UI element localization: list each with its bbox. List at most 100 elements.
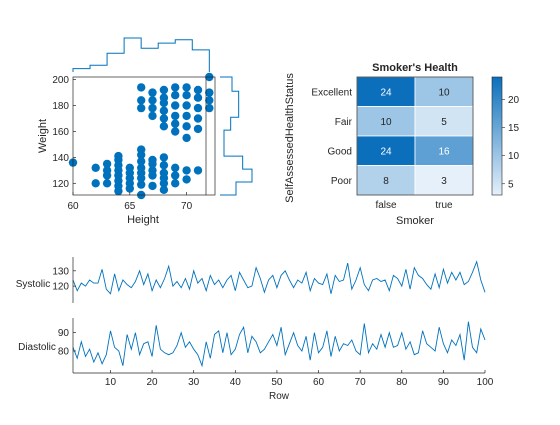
scatter-point [171, 83, 180, 92]
scatter-point [171, 171, 180, 180]
scatter-points [68, 72, 214, 200]
stacked-x-tick-label: 100 [477, 377, 494, 388]
heatmap-row-label: Good [328, 146, 352, 157]
heatmap-xlabel: Smoker [396, 215, 434, 227]
scatter-point [159, 85, 169, 95]
scatter-axes-box [72, 76, 216, 196]
stacked-y-tick-label: 120 [52, 282, 69, 293]
stacked-x-tick-label: 20 [147, 377, 159, 388]
diastolic-label: Diastolic [18, 342, 56, 353]
scatter-point [159, 185, 169, 194]
scatter-point [148, 181, 157, 191]
scatter-y-tick-label: 200 [52, 75, 69, 86]
scatter-point [148, 166, 157, 175]
systolic-label: Systolic [16, 279, 50, 290]
scatter-point [182, 83, 191, 92]
scatter-x-tick-label: 60 [67, 201, 79, 212]
scatter-x-tick-label: 65 [124, 201, 136, 212]
heatmap-row-label: Poor [331, 176, 353, 187]
scatter-point [91, 179, 100, 188]
scatter-point [148, 88, 157, 97]
stacked-x-tick-label: 60 [313, 377, 325, 388]
heatmap-cell-value: 16 [438, 146, 450, 157]
scatter-point [182, 111, 191, 121]
scatter-point [171, 91, 180, 100]
scatter-point [182, 133, 191, 143]
scatter-point [193, 166, 203, 175]
scatter-point [102, 166, 112, 175]
heatmap-cell [414, 135, 474, 166]
scatter-x-tick-label: 70 [181, 201, 193, 212]
stacked-x-ticks: 10 20 30 40 50 60 70 80 90 100 [105, 370, 494, 388]
scatter-point [171, 127, 180, 136]
scatter-point [205, 103, 214, 113]
heatmap-col-label: true [435, 200, 453, 211]
stacked-y-tick-label: 80 [58, 347, 70, 358]
scatter-histogram-chart: 60 65 70 120 140 160 180 200 Height Weight [37, 37, 253, 226]
heatmap-col-label: false [375, 200, 397, 211]
scatter-point [137, 96, 146, 105]
scatter-point [193, 103, 203, 113]
scatter-point [171, 179, 180, 188]
scatter-x-ticks: 60 65 70 [67, 192, 193, 212]
stacked-x-tick-label: 50 [271, 377, 283, 388]
scatter-point [148, 103, 157, 113]
scatter-ylabel: Weight [37, 119, 49, 153]
stacked-y-tick-label: 130 [52, 266, 69, 277]
scatter-point [148, 96, 157, 105]
heatmap-title: Smoker's Health [372, 62, 458, 74]
heatmap-cell-value: 10 [438, 87, 450, 98]
heatmap-colorbar [491, 76, 503, 196]
scatter-point [159, 93, 169, 102]
scatter-point [159, 168, 169, 178]
stacked-x-tick-label: 10 [105, 377, 117, 388]
scatter-point [182, 122, 191, 131]
scatter-point [137, 180, 146, 189]
scatter-y-ticks: 120 140 160 180 200 [52, 75, 76, 190]
scatter-point [102, 179, 112, 188]
scatter-point [137, 145, 146, 154]
scatter-y-tick-label: 120 [52, 179, 69, 190]
scatter-point [137, 163, 146, 172]
heatmap-row-label: Excellent [311, 87, 352, 98]
scatter-y-tick-label: 180 [52, 101, 69, 112]
heatmap-border [356, 76, 474, 196]
scatter-point [148, 155, 157, 165]
stacked-x-tick-label: 90 [438, 377, 450, 388]
scatter-y-tick-label: 140 [52, 153, 69, 164]
scatter-point [159, 153, 169, 162]
scatter-point [205, 96, 214, 105]
colorbar-tick-label: 15 [508, 123, 520, 134]
scatter-point [193, 93, 203, 102]
scatter-point [159, 122, 169, 131]
heatmap-cell-value: 3 [441, 176, 447, 187]
scatter-point [102, 159, 112, 169]
scatter-point [159, 114, 169, 123]
scatter-point [159, 161, 169, 170]
systolic-line [72, 260, 486, 295]
colorbar-tick-label: 10 [508, 151, 520, 162]
heatmap-chart: Smoker's Health 24 10 10 5 24 16 8 3 Excellent F… [284, 62, 520, 227]
scatter-y-tick-label: 160 [52, 127, 69, 138]
heatmap-row-label: Fair [335, 117, 353, 128]
stacked-x-tick-label: 40 [230, 377, 242, 388]
stacked-x-tick-label: 30 [188, 377, 200, 388]
scatter-point [171, 101, 180, 110]
scatter-point [182, 166, 191, 175]
heatmap-cells: 24 10 10 5 24 16 8 3 [356, 76, 474, 196]
colorbar-tick-label: 5 [508, 179, 514, 190]
heatmap-ylabel: SelfAssessedHealthStatus [284, 73, 296, 203]
heatmap-cell-value: 10 [380, 117, 392, 128]
heatmap-cell-value: 5 [441, 117, 447, 128]
scatter-point [137, 103, 146, 113]
scatter-point [137, 83, 146, 92]
scatter-point [148, 111, 157, 121]
scatter-point [193, 85, 203, 95]
scatter-point [125, 163, 134, 172]
scatter-point [137, 157, 146, 166]
heatmap-cell-value: 8 [383, 176, 389, 187]
height-histogram [72, 37, 210, 72]
heatmap-cell [356, 135, 416, 166]
stacked-line-chart: 120 130 80 90 10 20 30 40 50 60 70 80 90 100 Systoli… [16, 257, 494, 402]
